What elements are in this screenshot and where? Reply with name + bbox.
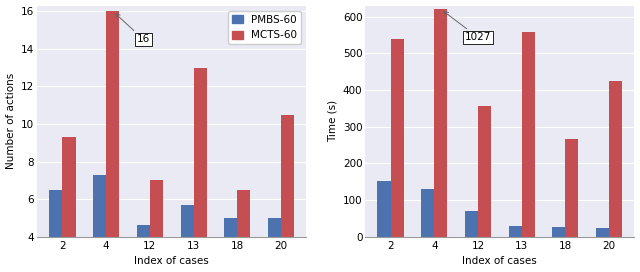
- X-axis label: Index of cases: Index of cases: [134, 256, 209, 267]
- Bar: [281, 115, 294, 272]
- Bar: [237, 190, 250, 272]
- Y-axis label: Time (s): Time (s): [327, 100, 337, 142]
- Bar: [49, 190, 63, 272]
- Bar: [609, 81, 622, 237]
- Bar: [565, 140, 579, 237]
- Bar: [150, 180, 163, 272]
- Bar: [106, 11, 119, 272]
- Bar: [509, 226, 522, 237]
- Bar: [390, 39, 404, 237]
- Bar: [421, 189, 435, 237]
- Bar: [63, 137, 76, 272]
- Bar: [552, 227, 565, 237]
- Bar: [522, 32, 535, 237]
- Bar: [93, 175, 106, 272]
- Bar: [224, 218, 237, 272]
- Text: 16: 16: [116, 14, 150, 44]
- Bar: [478, 106, 491, 237]
- Bar: [180, 205, 194, 272]
- Bar: [194, 67, 207, 272]
- Bar: [435, 9, 447, 237]
- Bar: [596, 228, 609, 237]
- Legend: PMBS-60, MCTS-60: PMBS-60, MCTS-60: [228, 11, 301, 44]
- X-axis label: Index of cases: Index of cases: [463, 256, 537, 267]
- Bar: [268, 218, 281, 272]
- Y-axis label: Number of actions: Number of actions: [6, 73, 15, 169]
- Bar: [378, 181, 390, 237]
- Bar: [465, 211, 478, 237]
- Text: 1027: 1027: [444, 11, 492, 42]
- Bar: [137, 225, 150, 272]
